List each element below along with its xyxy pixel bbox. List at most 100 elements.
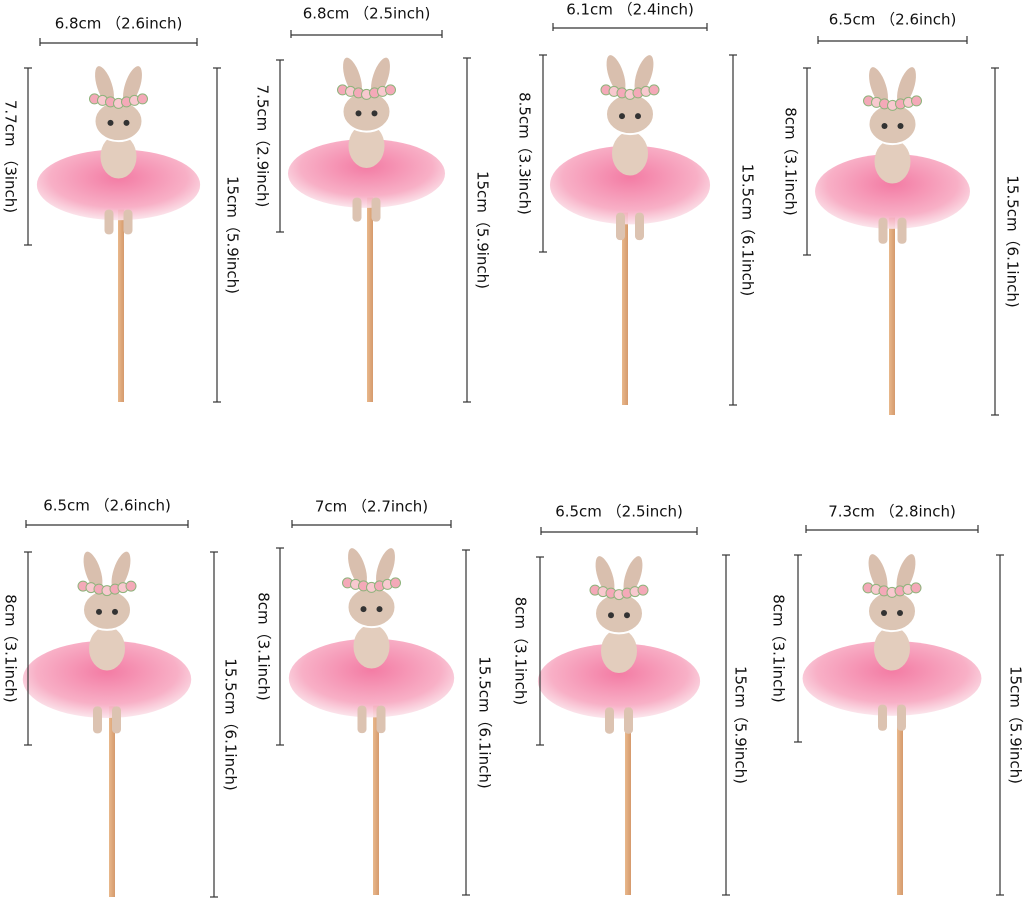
- tutu: [537, 643, 701, 719]
- stick: [367, 197, 373, 402]
- leg: [357, 705, 367, 734]
- eye: [619, 113, 625, 120]
- height-label: 8cm（3.1inch): [255, 592, 273, 701]
- body: [89, 626, 125, 671]
- height-label: 8cm（3.1inch): [2, 594, 20, 703]
- topper: 6.5cm （2.6inch) 8cm（3.1inch) 15.5cm（6.1inc…: [2, 497, 240, 898]
- body: [601, 629, 637, 673]
- flower: [910, 582, 922, 594]
- leg: [352, 197, 362, 222]
- leg: [371, 197, 381, 222]
- total-height-label: 15.5cm（6.1inch): [476, 656, 494, 788]
- eye: [376, 606, 383, 613]
- topper: 6.8cm （2.5inch) 7.5cm（2.9inch) 15cm（5.9inc…: [254, 5, 492, 403]
- total-height-label: 15cm（5.9inch): [474, 171, 492, 289]
- stick: [622, 212, 628, 405]
- leg: [897, 704, 906, 731]
- eye: [371, 110, 378, 117]
- tutu: [287, 139, 446, 208]
- topper: 6.5cm （2.5inch) 8cm（3.1inch) 15cm（5.9inch): [512, 503, 750, 896]
- leg: [878, 704, 887, 731]
- stick: [373, 705, 379, 895]
- flower: [125, 580, 137, 592]
- flower: [637, 584, 649, 596]
- tutu: [22, 640, 192, 718]
- eye: [897, 122, 904, 129]
- flower: [137, 93, 148, 105]
- eye: [635, 113, 641, 120]
- total-height-label: 15cm（5.9inch): [1007, 666, 1024, 784]
- topper: 6.1cm （2.4inch) 8.5cm（3.3inch) 15.5cm（6.1i…: [516, 1, 757, 406]
- total-height-label: 15.5cm（6.1inch): [1004, 175, 1022, 307]
- eye: [355, 110, 362, 117]
- eye: [123, 119, 130, 126]
- flower: [390, 577, 401, 589]
- tutu: [802, 641, 982, 716]
- topper: 6.5cm （2.6inch) 8cm（3.1inch) 15.5cm（6.1inc…: [782, 11, 1022, 416]
- stick: [889, 217, 895, 415]
- flower: [385, 84, 396, 96]
- tutu: [36, 149, 201, 221]
- stick: [897, 704, 903, 895]
- leg: [624, 707, 633, 734]
- total-height-label: 15cm（5.9inch): [732, 666, 750, 784]
- topper: 6.8cm （2.6inch) 7.7cm （3inch) 15cm（5.9inch…: [2, 15, 242, 403]
- leg: [104, 209, 114, 235]
- topper: 7cm （2.7inch) 8cm（3.1inch) 15.5cm（6.1inch): [255, 498, 494, 896]
- width-label: 6.5cm （2.6inch): [829, 11, 957, 29]
- total-height-label: 15cm（5.9inch): [224, 176, 242, 294]
- width-label: 6.5cm （2.6inch): [43, 497, 171, 515]
- head: [605, 93, 655, 136]
- height-label: 8cm（3.1inch): [770, 594, 788, 703]
- eye: [624, 612, 630, 619]
- eye: [897, 609, 903, 616]
- eye: [107, 119, 114, 126]
- eye: [881, 609, 887, 616]
- leg: [112, 706, 121, 734]
- width-label: 6.8cm （2.6inch): [55, 15, 183, 33]
- eye: [112, 608, 118, 615]
- leg: [635, 212, 644, 241]
- width-label: 6.8cm （2.5inch): [303, 5, 431, 23]
- tutu: [288, 638, 455, 718]
- tutu: [815, 154, 970, 229]
- body: [874, 139, 911, 184]
- leg: [878, 217, 888, 244]
- height-label: 8cm（3.1inch): [782, 107, 800, 216]
- head: [346, 586, 397, 629]
- height-label: 7.5cm（2.9inch): [254, 85, 272, 208]
- total-height-label: 15.5cm（6.1inch): [222, 658, 240, 790]
- topper: 7.3cm （2.8inch) 8cm（3.1inch) 15cm（5.9inch): [770, 503, 1024, 896]
- width-label: 6.1cm （2.4inch): [566, 1, 694, 19]
- stick: [625, 707, 631, 895]
- leg: [616, 212, 625, 241]
- leg: [376, 705, 386, 734]
- leg: [93, 706, 102, 734]
- body: [100, 134, 137, 179]
- stick: [109, 706, 115, 897]
- width-label: 7cm （2.7inch): [315, 498, 428, 516]
- total-height-label: 15.5cm（6.1inch): [739, 164, 757, 296]
- body: [348, 124, 385, 168]
- flower: [648, 84, 660, 96]
- leg: [123, 209, 133, 235]
- flower: [911, 95, 922, 107]
- eye: [881, 122, 888, 129]
- tutu: [549, 145, 711, 225]
- body: [612, 131, 648, 176]
- width-label: 6.5cm （2.5inch): [555, 503, 683, 521]
- width-label: 7.3cm （2.8inch): [828, 503, 956, 521]
- stick: [118, 209, 124, 402]
- body: [874, 626, 910, 671]
- eye: [608, 612, 614, 619]
- height-label: 8cm（3.1inch): [512, 597, 530, 706]
- leg: [897, 217, 907, 244]
- body: [353, 624, 390, 669]
- eye: [96, 608, 102, 615]
- leg: [605, 707, 614, 734]
- height-label: 7.7cm （3inch): [2, 100, 20, 213]
- eye: [360, 606, 367, 613]
- height-label: 8.5cm（3.3inch): [516, 92, 534, 215]
